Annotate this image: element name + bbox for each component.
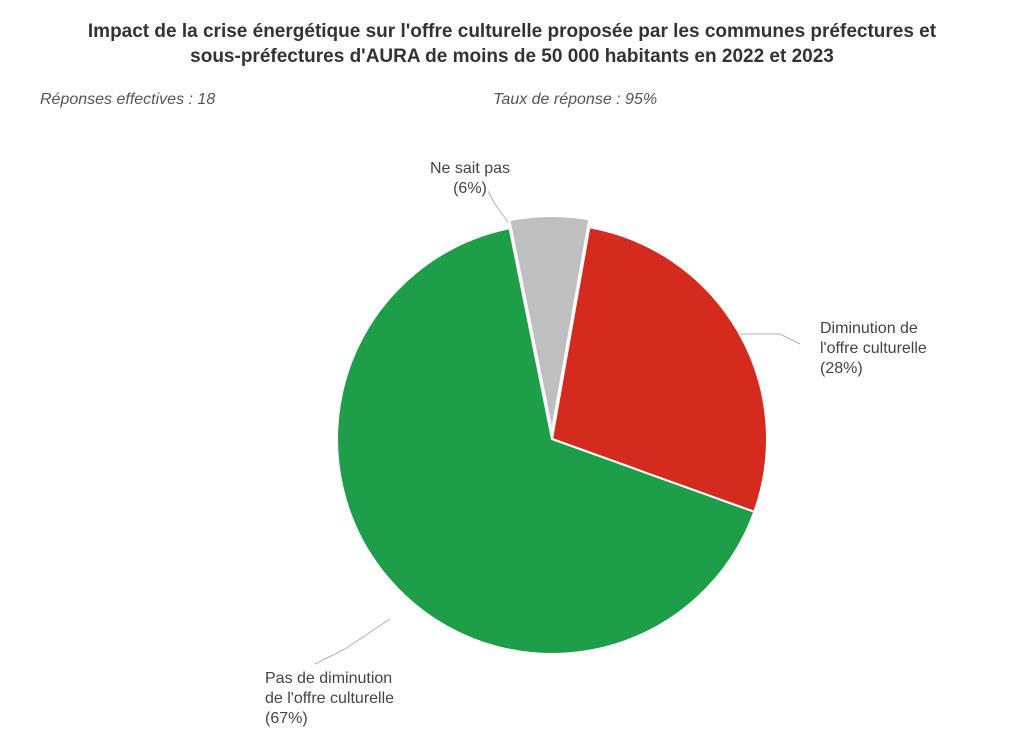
chart-subheader: Réponses effectives : 18 Taux de réponse… bbox=[40, 91, 984, 109]
slice-label-diminution: Diminution del'offre culturelle(28%) bbox=[820, 319, 927, 379]
chart-container: Impact de la crise énergétique sur l'off… bbox=[0, 0, 1024, 750]
leader-line-diminution bbox=[740, 334, 800, 344]
chart-title: Impact de la crise énergétique sur l'off… bbox=[40, 20, 984, 69]
pie-chart-svg bbox=[40, 109, 1024, 709]
slice-label-pas-diminution: Pas de diminutionde l'offre culturelle(6… bbox=[265, 669, 394, 729]
responses-count-label: Réponses effectives : 18 bbox=[40, 91, 493, 109]
response-rate-label: Taux de réponse : 95% bbox=[493, 91, 984, 109]
pie-chart: Diminution del'offre culturelle(28%)Pas … bbox=[40, 109, 984, 709]
slice-label-ne-sait-pas: Ne sait pas(6%) bbox=[430, 159, 510, 199]
leader-line-pas-diminution bbox=[315, 619, 390, 664]
